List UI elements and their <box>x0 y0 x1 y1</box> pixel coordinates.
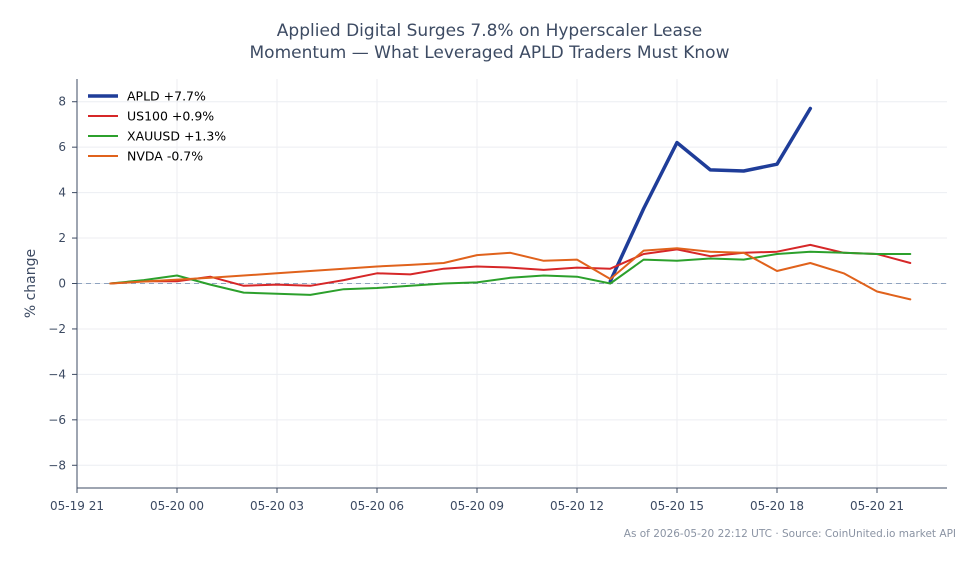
chart-title-line-1: Applied Digital Surges 7.8% on Hyperscal… <box>276 21 703 41</box>
x-tick-label-7: 05-20 18 <box>750 499 804 513</box>
series-line-1 <box>109 243 912 287</box>
axes <box>72 79 947 493</box>
legend-label-0: APLD +7.7% <box>127 89 206 104</box>
y-tick-label-0: 8 <box>58 95 66 109</box>
x-tick-label-6: 05-20 15 <box>650 499 704 513</box>
series-layer <box>109 106 912 301</box>
y-tick-label-7: −6 <box>48 413 66 427</box>
chart-title: Applied Digital Surges 7.8% on Hyperscal… <box>0 20 979 64</box>
y-tick-label-8: −8 <box>48 458 66 472</box>
y-tick-label-5: −2 <box>48 322 66 336</box>
series-line-2 <box>109 250 912 296</box>
series-line-3 <box>109 247 912 301</box>
x-tick-label-5: 05-20 12 <box>550 499 604 513</box>
source-footnote: As of 2026-05-20 22:12 UTC · Source: Coi… <box>623 528 956 540</box>
x-tick-label-1: 05-20 00 <box>150 499 204 513</box>
y-axis-label: % change <box>23 249 39 318</box>
y-tick-label-6: −4 <box>48 367 66 381</box>
x-tick-label-2: 05-20 03 <box>250 499 304 513</box>
chart-title-line-2: Momentum — What Leveraged APLD Traders M… <box>249 43 730 63</box>
legend-label-1: US100 +0.9% <box>127 109 214 124</box>
y-tick-label-1: 6 <box>58 140 66 154</box>
x-tick-label-3: 05-20 06 <box>350 499 404 513</box>
series-line-0 <box>608 106 813 283</box>
x-tick-label-0: 05-19 21 <box>50 499 104 513</box>
legend-label-2: XAUUSD +1.3% <box>127 129 226 144</box>
legend-label-3: NVDA -0.7% <box>127 149 203 164</box>
legend: APLD +7.7% US100 +0.9% XAUUSD +1.3% NVDA -0… <box>88 89 226 164</box>
y-tick-label-4: 0 <box>58 277 66 291</box>
y-tick-label-2: 4 <box>58 186 66 200</box>
tick-labels: 05-19 21 05-20 00 05-20 03 05-20 06 05-20 09… <box>48 95 904 513</box>
x-tick-label-8: 05-20 21 <box>850 499 904 513</box>
x-tick-label-4: 05-20 09 <box>450 499 504 513</box>
y-tick-label-3: 2 <box>58 231 66 245</box>
